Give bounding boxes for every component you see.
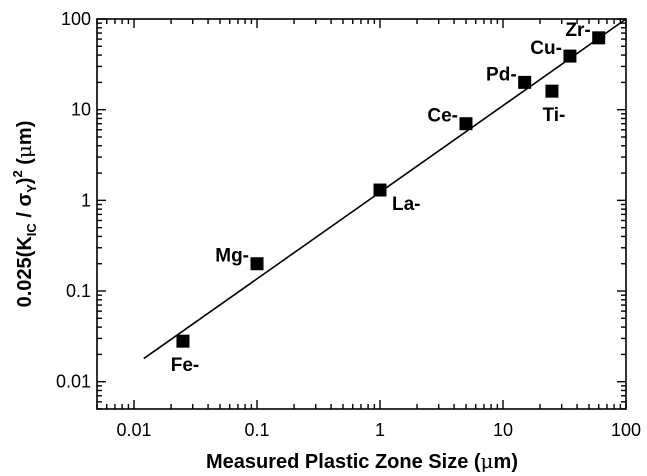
data-points [176,31,606,348]
point-labels: Fe- Mg- La- Ce- Pd- Ti- Cu-Zr- [171,20,591,376]
point-label: Fe- [171,355,200,376]
x-tick-label: 0.01 [117,420,152,440]
y-axis-title: 0.025(KIC / σY)2 (μm) [10,121,39,308]
y-tick-label: 100 [61,9,91,29]
data-point [563,49,577,63]
point-label: Mg- [215,246,249,267]
point-label: Pd- [486,64,517,85]
x-tick-label: 10 [493,420,513,440]
data-point [373,183,387,197]
x-tick-label: 0.1 [245,420,270,440]
y-tick-label: 0.1 [66,281,91,301]
data-point [592,31,606,45]
x-axis-title: Measured Plastic Zone Size (μm) [206,449,518,473]
plot-frame [96,18,627,410]
data-point [459,117,473,131]
point-label: Cu- [530,38,562,59]
tick-labels: 0.01 0.1 1 10 100 0.01 0.1 1 10 100 [56,9,641,440]
point-label: La- [392,194,421,215]
point-label: Ti- [543,105,566,126]
y-tick-label: 10 [71,100,91,120]
data-point [250,257,264,271]
y-tick-label: 0.01 [56,372,91,392]
point-label: Ce- [427,106,458,127]
x-tick-label: 1 [375,420,385,440]
data-point [518,75,532,89]
data-point [176,334,190,348]
data-point [545,84,559,98]
y-tick-label: 1 [81,190,91,210]
axis-ticks [96,18,627,410]
x-tick-label: 100 [611,420,641,440]
point-label: Zr- [565,20,590,41]
